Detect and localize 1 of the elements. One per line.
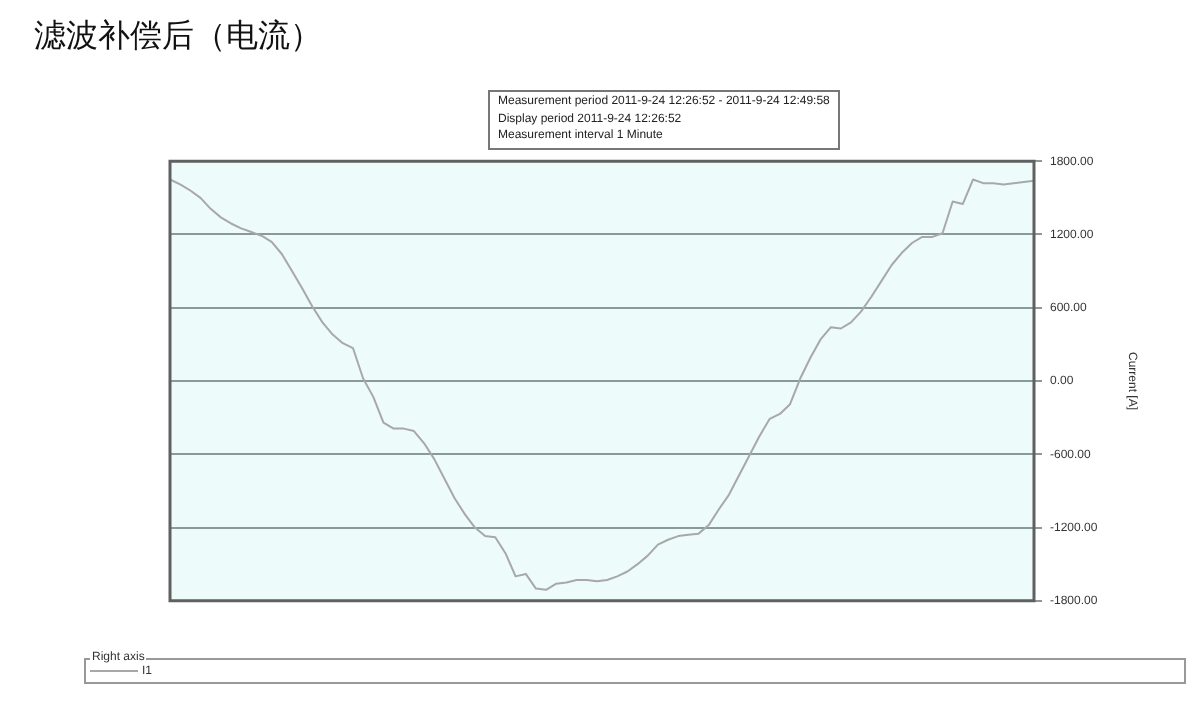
chart-title: 滤波补偿后（电流）	[34, 16, 322, 58]
